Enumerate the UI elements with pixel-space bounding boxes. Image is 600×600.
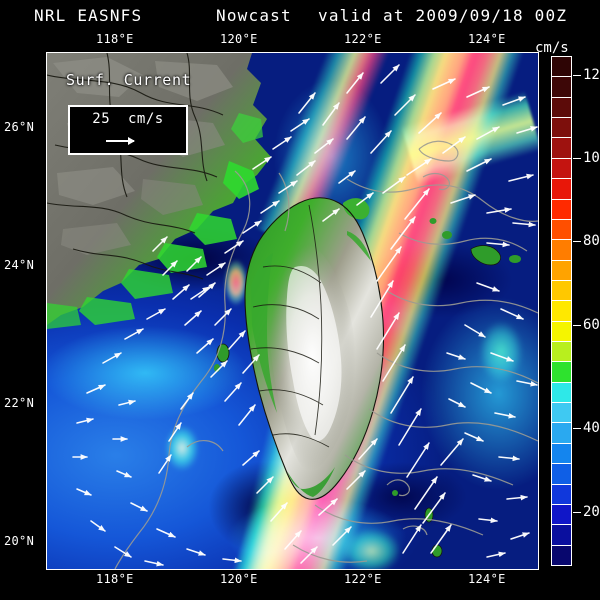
colorbar-cell-19 — [552, 443, 571, 465]
colorbar-cell-3 — [552, 118, 571, 139]
taiwan-island — [244, 197, 385, 500]
colorbar-tick-40 — [573, 428, 581, 429]
colorbar-label-80: 80 — [583, 233, 600, 249]
colorbar-label-40: 40 — [583, 420, 600, 436]
reference-vector-label: 25 cm/s — [92, 111, 164, 127]
colorbar-label-20: 20 — [583, 504, 600, 520]
colorbar-cell-11 — [552, 280, 571, 302]
lon-label-bottom-3: 124°E — [468, 572, 506, 586]
eddy-green-southwest — [164, 424, 200, 471]
title-product: Nowcast — [216, 6, 292, 25]
colorbar-cell-23 — [552, 525, 571, 546]
mainland-china — [47, 53, 271, 329]
colorbar-cell-22 — [552, 504, 571, 526]
colorbar-cell-7 — [552, 199, 571, 220]
ryukyu-islands — [429, 218, 521, 266]
colorbar-cell-24 — [552, 545, 571, 565]
colorbar-cell-20 — [552, 464, 571, 485]
title-agency: NRL EASNFS — [34, 6, 143, 25]
legend-title: Surf. Current — [66, 71, 192, 89]
reference-vector-box: 25 cm/s — [68, 105, 188, 155]
colorbar-tick-60 — [573, 325, 581, 326]
colorbar-cell-14 — [552, 342, 571, 363]
colorbar-cell-4 — [552, 138, 571, 159]
colorbar-cell-8 — [552, 219, 571, 241]
colorbar-cell-12 — [552, 301, 571, 322]
lon-label-bottom-0: 118°E — [96, 572, 134, 586]
lon-label-top-2: 122°E — [344, 32, 382, 46]
colorbar-label-100: 100 — [583, 150, 600, 166]
colorbar-cell-16 — [552, 382, 571, 404]
lon-label-top-1: 120°E — [220, 32, 258, 46]
colorbar-cell-17 — [552, 403, 571, 424]
colorbar-cell-1 — [552, 77, 571, 98]
colorbar-cell-0 — [552, 57, 571, 78]
colorbar-cell-10 — [552, 260, 571, 281]
colorbar-tick-100 — [573, 158, 581, 159]
lon-label-bottom-2: 122°E — [344, 572, 382, 586]
colorbar-cell-21 — [552, 484, 571, 505]
colorbar-cell-13 — [552, 321, 571, 343]
lat-label-3: 20°N — [4, 534, 35, 548]
colorbar-cell-15 — [552, 362, 571, 383]
colorbar-cell-2 — [552, 97, 571, 119]
title-valid-time: valid at 2009/09/18 00Z — [318, 6, 568, 25]
colorbar-cell-18 — [552, 423, 571, 444]
colorbar-cell-5 — [552, 158, 571, 180]
lat-label-0: 26°N — [4, 120, 35, 134]
colorbar-unit-label: cm/s — [535, 40, 569, 56]
colorbar-cell-9 — [552, 240, 571, 261]
colorbar-tick-80 — [573, 241, 581, 242]
colorbar-tick-20 — [573, 512, 581, 513]
colorbar-cell-6 — [552, 179, 571, 200]
colorbar-label-60: 60 — [583, 317, 600, 333]
reference-arrow-icon — [106, 137, 135, 145]
lon-label-top-3: 124°E — [468, 32, 506, 46]
colorbar-tick-120 — [573, 75, 581, 76]
bathymetry-contours — [114, 140, 538, 569]
lat-label-1: 24°N — [4, 258, 35, 272]
colorbar[interactable] — [551, 56, 572, 566]
colorbar-label-120: 120 — [583, 67, 600, 83]
lat-label-2: 22°N — [4, 396, 35, 410]
lon-label-bottom-1: 120°E — [220, 572, 258, 586]
lon-label-top-0: 118°E — [96, 32, 134, 46]
surface-current-vectors — [72, 64, 538, 567]
